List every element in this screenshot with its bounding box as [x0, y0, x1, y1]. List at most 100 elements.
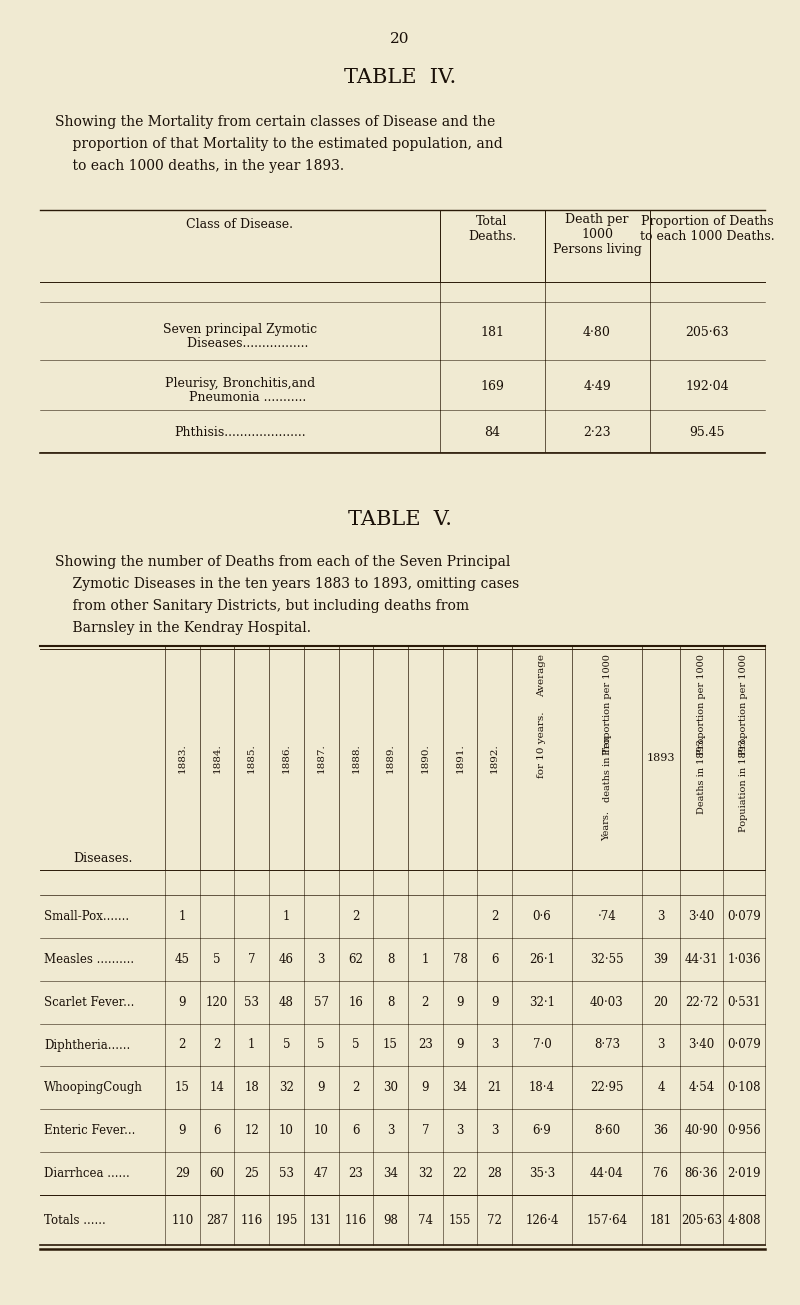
Text: 40·03: 40·03: [590, 996, 624, 1009]
Text: 192·04: 192·04: [685, 381, 729, 394]
Text: 25: 25: [244, 1167, 259, 1180]
Text: 6: 6: [214, 1124, 221, 1137]
Text: 2: 2: [422, 996, 429, 1009]
Text: 3: 3: [491, 1039, 498, 1052]
Text: Pleurisy, Bronchitis,and: Pleurisy, Bronchitis,and: [165, 377, 315, 390]
Text: 1893: 1893: [646, 753, 675, 763]
Text: 18: 18: [244, 1082, 259, 1095]
Text: 15: 15: [383, 1039, 398, 1052]
Text: 45: 45: [175, 953, 190, 966]
Text: 23: 23: [349, 1167, 363, 1180]
Text: Enteric Fever...: Enteric Fever...: [44, 1124, 135, 1137]
Text: 3·40: 3·40: [688, 1039, 714, 1052]
Text: 32: 32: [279, 1082, 294, 1095]
Text: Barnsley in the Kendray Hospital.: Barnsley in the Kendray Hospital.: [55, 621, 311, 636]
Text: 44·04: 44·04: [590, 1167, 624, 1180]
Text: 15: 15: [175, 1082, 190, 1095]
Text: 205·63: 205·63: [681, 1214, 722, 1227]
Text: ·74: ·74: [598, 910, 616, 923]
Text: 29: 29: [175, 1167, 190, 1180]
Text: 3: 3: [658, 1039, 665, 1052]
Text: Showing the Mortality from certain classes of Disease and the: Showing the Mortality from certain class…: [55, 115, 495, 129]
Text: 30: 30: [383, 1082, 398, 1095]
Text: 3: 3: [456, 1124, 464, 1137]
Text: 4: 4: [658, 1082, 665, 1095]
Text: 5: 5: [352, 1039, 360, 1052]
Text: Years.: Years.: [602, 810, 611, 840]
Text: 205·63: 205·63: [685, 326, 729, 339]
Text: 22·95: 22·95: [590, 1082, 624, 1095]
Text: 116: 116: [345, 1214, 367, 1227]
Text: 181: 181: [480, 326, 504, 339]
Text: 4·808: 4·808: [727, 1214, 761, 1227]
Text: TABLE  IV.: TABLE IV.: [344, 68, 456, 87]
Text: TABLE  V.: TABLE V.: [348, 510, 452, 529]
Text: 1: 1: [178, 910, 186, 923]
Text: from other Sanitary Districts, but including deaths from: from other Sanitary Districts, but inclu…: [55, 599, 469, 613]
Text: Diseases.: Diseases.: [73, 852, 132, 865]
Text: for 10 years.: for 10 years.: [538, 711, 546, 778]
Text: 1000: 1000: [581, 228, 613, 241]
Text: 98: 98: [383, 1214, 398, 1227]
Text: 131: 131: [310, 1214, 332, 1227]
Text: deaths in Ten: deaths in Ten: [602, 736, 611, 803]
Text: Proportion of Deaths: Proportion of Deaths: [641, 215, 774, 228]
Text: 1: 1: [248, 1039, 255, 1052]
Text: 4·49: 4·49: [583, 381, 611, 394]
Text: 5: 5: [282, 1039, 290, 1052]
Text: 16: 16: [349, 996, 363, 1009]
Text: Popuiation in 1893.: Popuiation in 1893.: [739, 736, 749, 833]
Text: 1887.: 1887.: [317, 743, 326, 773]
Text: 86·36: 86·36: [685, 1167, 718, 1180]
Text: 23: 23: [418, 1039, 433, 1052]
Text: 9: 9: [318, 1082, 325, 1095]
Text: 10: 10: [314, 1124, 329, 1137]
Text: 9: 9: [456, 1039, 464, 1052]
Text: Scarlet Fever...: Scarlet Fever...: [44, 996, 134, 1009]
Text: 9: 9: [456, 996, 464, 1009]
Text: 9: 9: [178, 1124, 186, 1137]
Text: Total: Total: [476, 215, 508, 228]
Text: 1·036: 1·036: [727, 953, 761, 966]
Text: 14: 14: [210, 1082, 225, 1095]
Text: 0·079: 0·079: [727, 910, 761, 923]
Text: 32: 32: [418, 1167, 433, 1180]
Text: 74: 74: [418, 1214, 433, 1227]
Text: Small-Pox.......: Small-Pox.......: [44, 910, 129, 923]
Text: 8: 8: [387, 953, 394, 966]
Text: 20: 20: [654, 996, 669, 1009]
Text: 126·4: 126·4: [526, 1214, 558, 1227]
Text: 195: 195: [275, 1214, 298, 1227]
Text: 1: 1: [422, 953, 429, 966]
Text: 78: 78: [453, 953, 467, 966]
Text: 155: 155: [449, 1214, 471, 1227]
Text: 22: 22: [453, 1167, 467, 1180]
Text: 7: 7: [422, 1124, 429, 1137]
Text: Class of Disease.: Class of Disease.: [186, 218, 294, 231]
Text: 1886.: 1886.: [282, 743, 291, 773]
Text: Seven principal Zymotic: Seven principal Zymotic: [163, 324, 317, 335]
Text: 169: 169: [480, 381, 504, 394]
Text: Deaths in 1893.: Deaths in 1893.: [697, 736, 706, 814]
Text: 3·40: 3·40: [688, 910, 714, 923]
Text: 3: 3: [491, 1124, 498, 1137]
Text: Diarrhcea ......: Diarrhcea ......: [44, 1167, 130, 1180]
Text: 9: 9: [178, 996, 186, 1009]
Text: 39: 39: [654, 953, 669, 966]
Text: 5: 5: [214, 953, 221, 966]
Text: 6: 6: [491, 953, 498, 966]
Text: WhoopingCough: WhoopingCough: [44, 1082, 143, 1095]
Text: 0·531: 0·531: [727, 996, 761, 1009]
Text: 32·55: 32·55: [590, 953, 624, 966]
Text: 1885.: 1885.: [247, 743, 256, 773]
Text: 34: 34: [383, 1167, 398, 1180]
Text: 1892.: 1892.: [490, 743, 499, 773]
Text: Death per: Death per: [566, 213, 629, 226]
Text: 3: 3: [318, 953, 325, 966]
Text: 22·72: 22·72: [685, 996, 718, 1009]
Text: 46: 46: [279, 953, 294, 966]
Text: 157·64: 157·64: [586, 1214, 627, 1227]
Text: 84: 84: [484, 427, 500, 440]
Text: 1: 1: [282, 910, 290, 923]
Text: 35·3: 35·3: [529, 1167, 555, 1180]
